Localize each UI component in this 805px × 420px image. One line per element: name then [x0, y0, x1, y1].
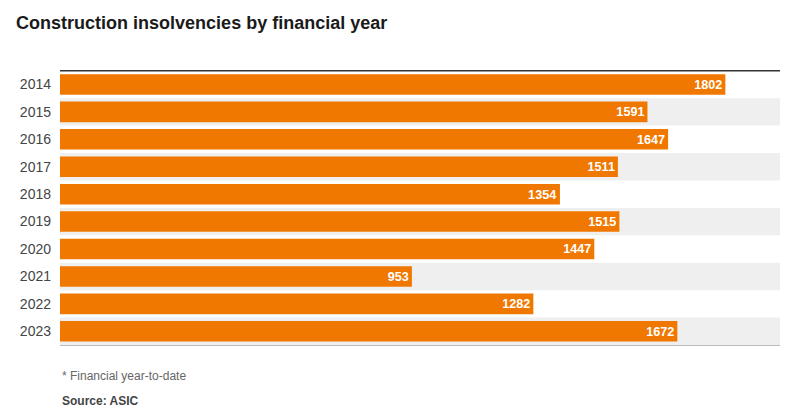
svg-text:1447: 1447 [563, 242, 591, 256]
svg-text:1672: 1672 [646, 325, 674, 339]
svg-text:953: 953 [388, 270, 409, 284]
svg-text:2015: 2015 [20, 104, 51, 120]
svg-text:1591: 1591 [616, 105, 644, 119]
svg-text:Source: ASIC: Source: ASIC [62, 394, 139, 408]
svg-text:2023: 2023 [20, 323, 51, 339]
svg-text:2021: 2021 [20, 268, 51, 284]
svg-text:Construction insolvencies by f: Construction insolvencies by financial y… [16, 13, 387, 33]
svg-text:2022: 2022 [20, 296, 51, 312]
svg-text:2018: 2018 [20, 186, 51, 202]
svg-text:2016: 2016 [20, 131, 51, 147]
svg-text:1647: 1647 [637, 133, 665, 147]
svg-text:1354: 1354 [528, 188, 556, 202]
svg-text:2014: 2014 [20, 76, 51, 92]
svg-text:1802: 1802 [694, 78, 722, 92]
svg-text:2020: 2020 [20, 241, 51, 257]
svg-text:* Financial year-to-date: * Financial year-to-date [62, 369, 186, 383]
svg-text:2017: 2017 [20, 159, 51, 175]
svg-text:1515: 1515 [588, 215, 616, 229]
svg-text:1511: 1511 [588, 160, 615, 174]
svg-text:1282: 1282 [502, 297, 530, 311]
svg-text:2019: 2019 [20, 213, 51, 229]
